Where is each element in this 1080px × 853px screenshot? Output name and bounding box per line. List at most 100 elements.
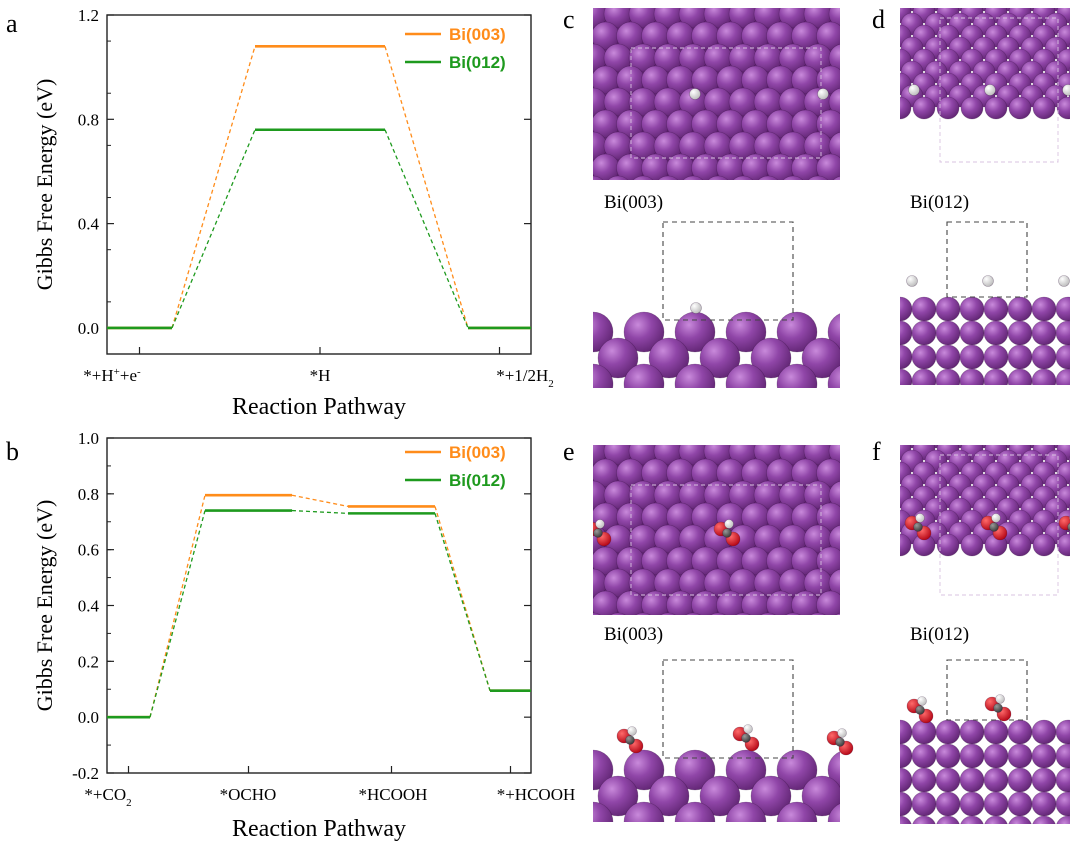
bi-atom — [816, 65, 840, 95]
bi-atom — [816, 153, 840, 180]
h-atom — [995, 694, 1005, 704]
h-atom — [906, 275, 918, 287]
bi-atom — [750, 775, 792, 817]
bi-atom — [1068, 66, 1070, 78]
slab-label-f: Bi(012) — [910, 624, 969, 645]
bi-atom — [1055, 296, 1070, 322]
bi-atom — [854, 44, 882, 72]
bi-atom — [984, 815, 1008, 824]
bi-atom — [877, 37, 899, 59]
bi-atom — [1032, 393, 1056, 417]
bi-atom — [864, 297, 888, 321]
h-atom — [917, 696, 927, 706]
bi-atom — [935, 368, 961, 385]
unit-cell — [939, 17, 1059, 163]
bi-atom — [1055, 368, 1070, 385]
bi-atom — [1055, 743, 1070, 769]
bi-atom — [1068, 503, 1070, 515]
x-tick-label: *H — [310, 366, 331, 385]
bi-atom — [554, 88, 582, 116]
bi-atom — [660, 612, 676, 615]
y-tick-label: 0.8 — [78, 485, 99, 504]
bi-atom — [1032, 533, 1056, 557]
bi-atom — [900, 791, 913, 817]
y-tick-label: 0.4 — [78, 597, 100, 616]
bi-atom — [842, 547, 870, 575]
bi-atom — [522, 750, 562, 790]
legend-label: Bi(003) — [449, 25, 506, 44]
h-atom — [991, 513, 1001, 523]
bi-atom — [960, 96, 984, 120]
bi-atom — [792, 0, 820, 6]
bi-atom — [900, 533, 912, 557]
bi-atom — [1007, 344, 1033, 370]
bi-atom — [853, 338, 893, 378]
bi-atom — [1032, 815, 1056, 824]
bi-atom — [674, 749, 716, 791]
bi-atom — [900, 719, 913, 745]
bi-atom — [1008, 815, 1032, 824]
bi-atom — [710, 612, 726, 615]
bi-atom — [865, 510, 887, 532]
bi-atom — [854, 525, 882, 553]
bi-atom — [732, 175, 754, 180]
panel-letter-b: b — [6, 437, 19, 466]
bi-atom — [567, 198, 595, 226]
bi-atom — [648, 775, 690, 817]
y-tick-label: -0.2 — [72, 764, 99, 783]
c-atom — [915, 705, 925, 715]
bi-atom — [1007, 320, 1033, 346]
bi-atom — [742, 415, 770, 443]
bi-atom — [817, 635, 845, 663]
bi-atom — [900, 743, 913, 769]
h-atom — [984, 84, 996, 96]
bi-atom — [692, 415, 720, 443]
bi-atom — [854, 88, 882, 116]
bi-atom — [867, 154, 895, 182]
c-atom — [722, 528, 732, 538]
bi-atom — [1048, 445, 1064, 449]
bi-atom — [900, 320, 913, 346]
bi-atom — [593, 175, 604, 180]
bi-atom — [960, 533, 984, 557]
bi-atom — [554, 481, 582, 509]
bi-atom — [597, 775, 639, 817]
transition-connector — [171, 129, 256, 329]
bi-atom — [597, 337, 639, 379]
h-atom — [689, 88, 701, 100]
bi-atom — [1056, 815, 1070, 824]
bi-atom — [1031, 767, 1057, 793]
bi-atom — [853, 390, 893, 430]
slab-d-top-view — [877, 8, 1070, 182]
bi-atom — [854, 569, 882, 597]
bi-atom — [864, 744, 888, 768]
bi-atom — [864, 792, 888, 816]
legend-label: Bi(012) — [449, 471, 506, 490]
bi-atom — [853, 776, 893, 816]
bi-atom — [593, 161, 595, 175]
transition-connector — [384, 46, 469, 329]
bi-atom — [842, 0, 870, 6]
bi-atom — [1055, 719, 1070, 745]
bi-atom — [935, 767, 961, 793]
bi-atom — [983, 791, 1009, 817]
h-atom — [915, 513, 925, 523]
c-atom — [593, 528, 603, 538]
bi-atom — [522, 802, 562, 842]
bi-atom — [785, 612, 801, 615]
bi-atom — [935, 743, 961, 769]
bi-atom — [912, 393, 936, 417]
bi-atom — [816, 21, 840, 51]
bi-atom — [867, 110, 895, 138]
bi-atom — [911, 791, 937, 817]
bi-atom — [1031, 368, 1057, 385]
bi-atom — [935, 296, 961, 322]
bi-atom — [911, 767, 937, 793]
y-tick-label: 0.0 — [78, 708, 99, 727]
c-atom — [625, 735, 635, 745]
slab-f-top-view — [865, 445, 1070, 615]
y-axis-label: Gibbs Free Energy (eV) — [32, 79, 57, 291]
bi-atom — [776, 311, 818, 353]
bi-atom — [816, 546, 840, 576]
